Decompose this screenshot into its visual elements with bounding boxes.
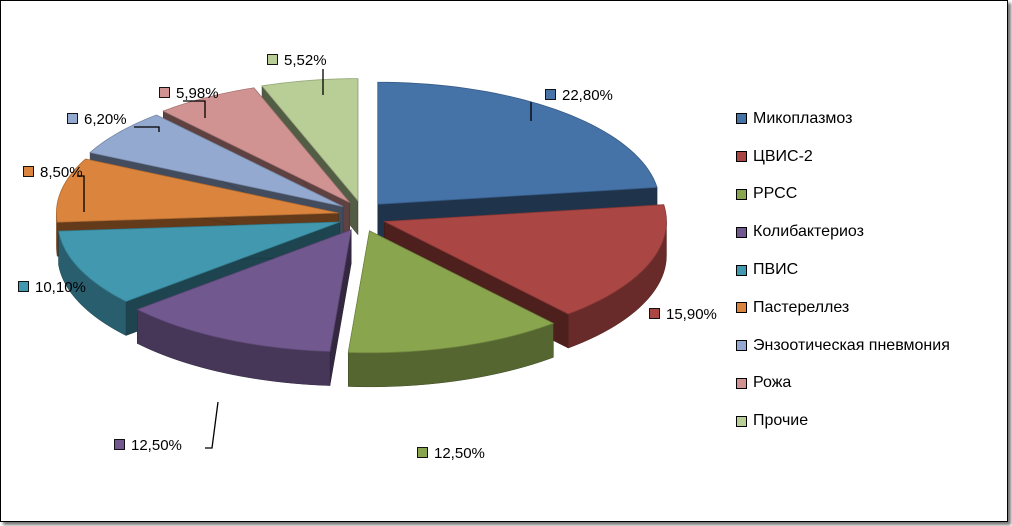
legend-swatch [736,415,747,427]
leader-line-4 [205,401,219,449]
data-label-text: 6,20% [84,111,127,128]
data-label-text: 10,10% [35,279,86,296]
data-label-swatch [23,166,34,177]
data-label-5: 10,10% [18,279,86,296]
legend-swatch [736,302,747,314]
leader-lines-layer [77,69,532,449]
leader-line-7 [134,126,160,132]
pie-slice-3 [347,230,555,388]
legend-item: Прочие [736,402,1006,440]
data-label-6: 8,50% [23,164,83,181]
legend-label: Рожа [753,374,792,392]
legend-label: Прочие [753,412,809,430]
data-label-text: 8,50% [40,164,83,181]
legend-swatch [736,340,747,352]
legend-label: Микоплазмоз [753,109,853,127]
legend-swatch [736,151,747,163]
legend-label: ЦВИС-2 [753,147,813,165]
data-label-2: 15,90% [649,306,717,323]
data-label-text: 22,80% [562,87,613,104]
leader-line-6 [77,175,85,212]
legend-item: Пастереллез [736,289,1006,327]
data-label-7: 6,20% [67,111,127,128]
legend-swatch [736,377,747,389]
legend-label: ПВИС [753,261,799,279]
legend-swatch [736,188,747,200]
legend-label: Пастереллез [753,298,850,316]
data-label-8: 5,98% [159,85,219,102]
legend-swatch [736,226,747,238]
slices-layer [56,78,667,388]
data-label-swatch [159,87,170,98]
data-label-swatch [649,308,660,319]
data-label-1: 22,80% [545,87,613,104]
data-label-swatch [267,54,278,65]
data-label-3: 12,50% [417,445,485,462]
data-label-swatch [545,89,556,100]
legend-label: РРСС [753,185,798,203]
legend-item: ПВИС [736,251,1006,289]
data-label-text: 12,50% [434,445,485,462]
pie-slice-4 [136,229,352,386]
data-label-text: 15,90% [666,306,717,323]
legend-item: Энзоотическая пневмония [736,327,1006,365]
data-label-text: 5,52% [284,52,327,69]
data-label-4: 12,50% [114,437,182,454]
data-labels-layer: 22,80% 15,90% 12,50% 12,50% 10,10% 8,50% 6,20%… [18,52,717,462]
data-label-9: 5,52% [267,52,327,69]
legend-item: РРСС [736,176,1006,214]
leader-line-8 [183,100,206,118]
legend-item: ЦВИС-2 [736,138,1006,176]
legend-swatch [736,113,747,125]
legend: Микоплазмоз ЦВИС-2 РРСС Колибактериоз ПВИС Па… [736,100,1006,440]
legend-label: Колибактериоз [753,223,864,241]
data-label-swatch [417,447,428,458]
data-label-text: 5,98% [176,85,219,102]
legend-swatch [736,264,747,276]
data-label-swatch [18,281,29,292]
legend-item: Микоплазмоз [736,100,1006,138]
legend-label: Энзоотическая пневмония [753,336,950,354]
legend-item: Колибактериоз [736,213,1006,251]
legend-item: Рожа [736,365,1006,403]
data-label-swatch [67,113,78,124]
data-label-swatch [114,439,125,450]
data-label-text: 12,50% [131,437,182,454]
